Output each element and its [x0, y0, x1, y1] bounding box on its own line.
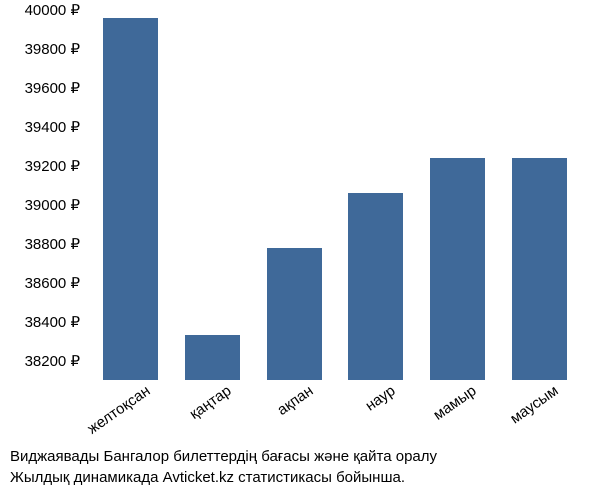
y-tick-label: 38400 ₽	[0, 313, 80, 331]
bars-group	[90, 10, 580, 380]
bar	[267, 248, 322, 380]
y-tick-label: 38600 ₽	[0, 274, 80, 292]
bar	[185, 335, 240, 380]
y-tick-label: 39200 ₽	[0, 157, 80, 175]
y-tick-label: 38200 ₽	[0, 352, 80, 370]
caption-line-2: Жылдық динамикада Avticket.kz статистика…	[10, 467, 437, 488]
y-tick-label: 40000 ₽	[0, 1, 80, 19]
caption-line-1: Виджаявады Бангалор билеттердің бағасы ж…	[10, 446, 437, 467]
y-tick-label: 39400 ₽	[0, 118, 80, 136]
bar	[348, 193, 403, 380]
x-tick-label: желтоқсан	[131, 385, 165, 434]
chart-container: 40000 ₽ 39800 ₽ 39600 ₽ 39400 ₽ 39200 ₽ 39000…	[0, 0, 600, 500]
y-tick-label: 39800 ₽	[0, 40, 80, 58]
bar	[103, 18, 158, 380]
y-tick-label: 39600 ₽	[0, 79, 80, 97]
x-axis-labels: желтоқсан қаңтар ақпан наур мамыр маусым	[90, 385, 580, 445]
chart-plot-area	[90, 10, 580, 380]
x-tick-label: қаңтар	[212, 385, 246, 434]
x-tick-label: маусым	[539, 385, 573, 434]
x-tick-label: мамыр	[457, 385, 491, 434]
chart-caption: Виджаявады Бангалор билеттердің бағасы ж…	[10, 446, 437, 488]
x-tick-label: ақпан	[294, 385, 328, 434]
y-tick-label: 38800 ₽	[0, 235, 80, 253]
bar	[430, 158, 485, 380]
y-tick-label: 39000 ₽	[0, 196, 80, 214]
bar	[512, 158, 567, 380]
y-axis: 40000 ₽39800 ₽39600 ₽39400 ₽39200 ₽39000…	[0, 10, 85, 380]
x-tick-label: наур	[376, 385, 410, 434]
